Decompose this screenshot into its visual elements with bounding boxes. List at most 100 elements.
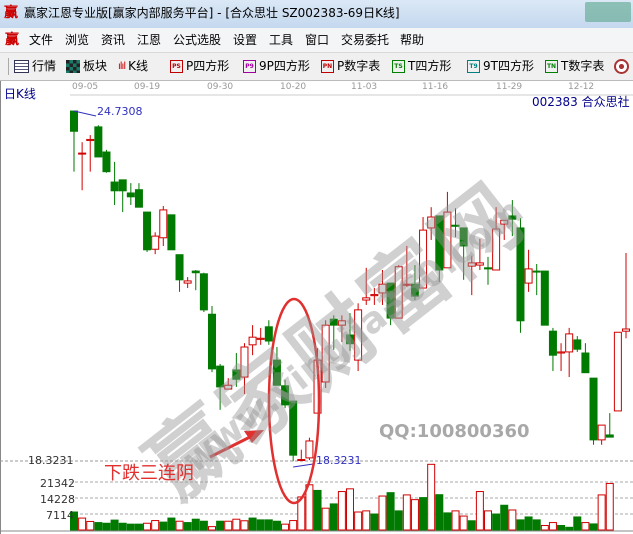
candle-down	[329, 318, 338, 326]
candle-up	[151, 235, 160, 250]
volume-bar	[354, 511, 363, 531]
vol-axis-label-7114: 7114	[46, 509, 74, 522]
p-number-table-button[interactable]: PN P数字表	[321, 53, 380, 80]
candle-down	[573, 339, 582, 350]
volume-bar	[378, 495, 387, 531]
candle-up	[500, 219, 509, 225]
menu-info[interactable]: 资讯	[101, 33, 126, 47]
candle-down	[175, 254, 184, 281]
vol-axis-label-14228: 14228	[40, 493, 75, 506]
candle-up	[492, 228, 501, 271]
menu-logo-icon: 赢	[5, 32, 19, 48]
candle-down	[191, 270, 200, 274]
candle-down	[410, 283, 419, 297]
candle-up	[378, 283, 387, 294]
sectors-button[interactable]: 板块	[66, 53, 107, 80]
ts-icon: TS	[392, 60, 405, 73]
volume-bar	[410, 499, 419, 531]
volume-bar	[281, 523, 290, 531]
candle-up	[467, 262, 476, 267]
volume-bar	[256, 519, 265, 531]
toolbar-grip[interactable]	[8, 58, 9, 75]
candle-up	[557, 351, 566, 354]
candle-down	[94, 126, 103, 158]
candle-down	[605, 434, 614, 438]
p-square-button[interactable]: PS P四方形	[170, 53, 229, 80]
app-logo: 赢	[4, 5, 18, 21]
volume-bar	[199, 520, 208, 531]
table-icon	[14, 60, 29, 73]
chart-left-border	[0, 81, 1, 534]
volume-bar	[289, 520, 298, 531]
candle-up	[370, 294, 379, 297]
volume-bar	[337, 491, 346, 531]
volume-bar	[159, 521, 168, 531]
kline-button[interactable]: ılıl K线	[118, 53, 148, 80]
candle-up	[565, 333, 574, 353]
menu-settings[interactable]: 设置	[233, 33, 258, 47]
volume-bar	[451, 510, 460, 531]
t9-icon: T9	[467, 60, 480, 73]
menu-window[interactable]: 窗口	[305, 33, 330, 47]
target-icon[interactable]	[614, 59, 629, 74]
t-square-label: T四方形	[408, 59, 452, 73]
volume-bar	[508, 509, 517, 531]
candle-down	[208, 313, 216, 370]
9p-square-label: 9P四方形	[259, 59, 310, 73]
volume-bar	[167, 517, 176, 531]
candle-down	[540, 270, 549, 326]
date-label: 10-20	[280, 82, 307, 92]
volume-bar	[402, 494, 411, 531]
quotes-button[interactable]: 行情	[14, 53, 56, 80]
menu-tools[interactable]: 工具	[269, 33, 294, 47]
candle-down	[216, 365, 225, 388]
date-label: 11-03	[351, 82, 378, 92]
volume-bar	[524, 516, 533, 531]
volume-bar	[272, 520, 281, 531]
volume-bar	[183, 522, 192, 531]
stock-label: 002383 合众思社	[532, 95, 630, 109]
qq-watermark: QQ:100800360	[379, 421, 530, 442]
volume-bar	[605, 482, 614, 531]
p-number-table-label: P数字表	[337, 59, 381, 73]
candle-up	[613, 331, 622, 412]
menu-trade[interactable]: 交易委托	[341, 33, 390, 47]
t-square-button[interactable]: TS T四方形	[392, 53, 451, 80]
volume-bar	[143, 522, 152, 531]
9p-square-button[interactable]: P9 9P四方形	[243, 53, 310, 80]
kline-chart[interactable]: 日K线 002383 合众思社 09-05 09-19 09-30 10-20 11-0…	[0, 81, 633, 534]
low-price-label: 18.3231	[316, 454, 362, 467]
candle-down	[532, 270, 541, 273]
candle-down	[272, 359, 281, 386]
volume-bar	[191, 518, 200, 531]
candle-up	[427, 216, 436, 229]
toolbar: 行情 板块 ılıl K线 PS P四方形 P9 9P四方形 PN P数字表 TS T四方…	[0, 53, 633, 81]
window-controls[interactable]	[585, 2, 631, 22]
9t-square-button[interactable]: T9 9T四方形	[467, 53, 534, 80]
volume-bar	[86, 520, 95, 531]
volume-bar	[467, 520, 476, 531]
menu-gann[interactable]: 江恩	[137, 33, 162, 47]
volume-bar	[484, 510, 492, 531]
volume-bar	[394, 510, 403, 531]
date-label: 09-19	[134, 82, 161, 92]
candle-up	[354, 309, 363, 361]
candle-up	[362, 297, 371, 301]
menu-formula[interactable]: 公式选股	[173, 33, 222, 47]
volume-bar	[313, 489, 322, 531]
t-number-table-label: T数字表	[561, 59, 605, 73]
menu-browse[interactable]: 浏览	[65, 33, 90, 47]
vol-axis-label-21342: 21342	[40, 477, 75, 490]
candle-down	[134, 189, 143, 208]
date-label: 11-16	[422, 82, 449, 92]
tn-icon: TN	[545, 60, 558, 73]
candle-down	[589, 377, 598, 441]
arrow-head-icon	[244, 430, 264, 443]
quotes-label: 行情	[32, 59, 57, 73]
menu-help[interactable]: 帮助	[400, 33, 425, 47]
volume-bar	[597, 494, 606, 531]
ps-icon: PS	[170, 60, 183, 73]
menu-file[interactable]: 文件	[29, 33, 54, 47]
t-number-table-button[interactable]: TN T数字表	[545, 53, 604, 80]
volume-bar	[557, 525, 566, 531]
